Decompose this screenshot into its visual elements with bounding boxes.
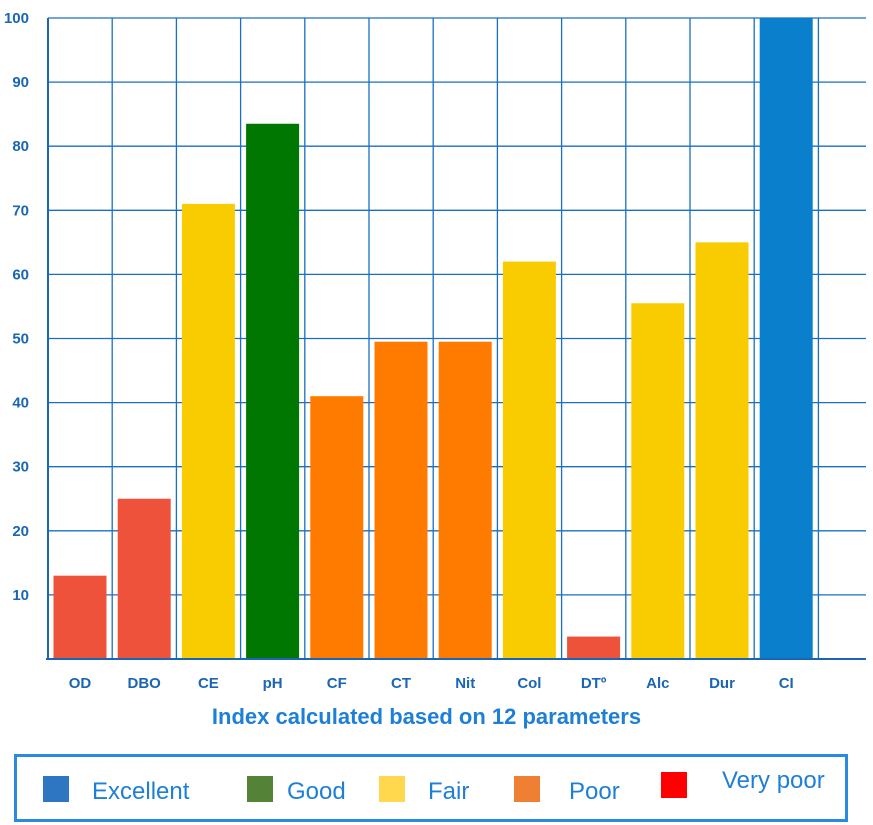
bar-ct <box>374 341 428 659</box>
x-tick-label-col: Col <box>517 675 541 692</box>
legend: Excellent Good Fair Poor Very poor <box>14 754 848 822</box>
bar-dur <box>695 242 749 659</box>
legend-swatch-good <box>247 776 273 802</box>
x-tick-label-ci: CI <box>779 675 794 692</box>
y-tick-label-60: 60 <box>12 266 29 283</box>
x-tick-label-cf: CF <box>327 675 347 692</box>
y-tick-label-90: 90 <box>12 74 29 91</box>
y-tick-label-20: 20 <box>12 523 29 540</box>
x-tick-label-ph: pH <box>263 675 283 692</box>
x-axis-title: Index calculated based on 12 parameters <box>211 704 642 729</box>
bar-ce <box>181 203 235 659</box>
legend-swatch-excellent <box>43 776 69 802</box>
x-tick-label-ce: CE <box>198 675 219 692</box>
legend-label-excellent: Excellent <box>92 778 190 805</box>
axes <box>46 18 866 660</box>
bar-dt <box>567 636 621 659</box>
y-tick-label-10: 10 <box>12 587 29 604</box>
y-tick-labels: 10 20 30 40 50 60 70 80 90 100 <box>4 10 29 604</box>
bar-dbo <box>117 498 171 659</box>
bar-od <box>53 575 107 659</box>
bar-col <box>502 261 556 659</box>
bar-cf <box>310 396 364 659</box>
x-tick-labels: OD DBO CE pH CF CT Nit Col DTº Alc Dur CI <box>69 675 794 692</box>
y-tick-label-30: 30 <box>12 459 29 476</box>
y-tick-label-40: 40 <box>12 395 29 412</box>
y-tick-label-100: 100 <box>4 10 29 27</box>
bar-ci <box>759 18 813 659</box>
legend-label-fair: Fair <box>428 778 470 805</box>
legend-swatch-fair <box>379 776 405 802</box>
bar-alc <box>631 303 685 659</box>
bar-chart: 10 20 30 40 50 60 70 80 90 100 OD DBO CE pH CF CT Nit Co… <box>4 10 866 692</box>
bar-nit <box>438 341 492 659</box>
legend-label-good: Good <box>287 778 346 805</box>
x-tick-label-alc: Alc <box>646 675 669 692</box>
x-tick-label-nit: Nit <box>455 675 475 692</box>
x-tick-label-ct: CT <box>391 675 411 692</box>
x-tick-label-dbo: DBO <box>128 675 162 692</box>
legend-label-very-poor: Very poor <box>722 767 825 794</box>
bars <box>53 18 813 659</box>
y-tick-label-80: 80 <box>12 138 29 155</box>
legend-swatch-very-poor <box>661 772 687 798</box>
y-tick-label-50: 50 <box>12 331 29 348</box>
legend-swatch-poor <box>514 776 540 802</box>
x-tick-label-dur: Dur <box>709 675 735 692</box>
x-tick-label-dt: DTº <box>581 675 607 692</box>
legend-label-poor: Poor <box>569 778 620 805</box>
x-tick-label-od: OD <box>69 675 92 692</box>
y-tick-label-70: 70 <box>12 202 29 219</box>
bar-ph <box>246 123 300 659</box>
